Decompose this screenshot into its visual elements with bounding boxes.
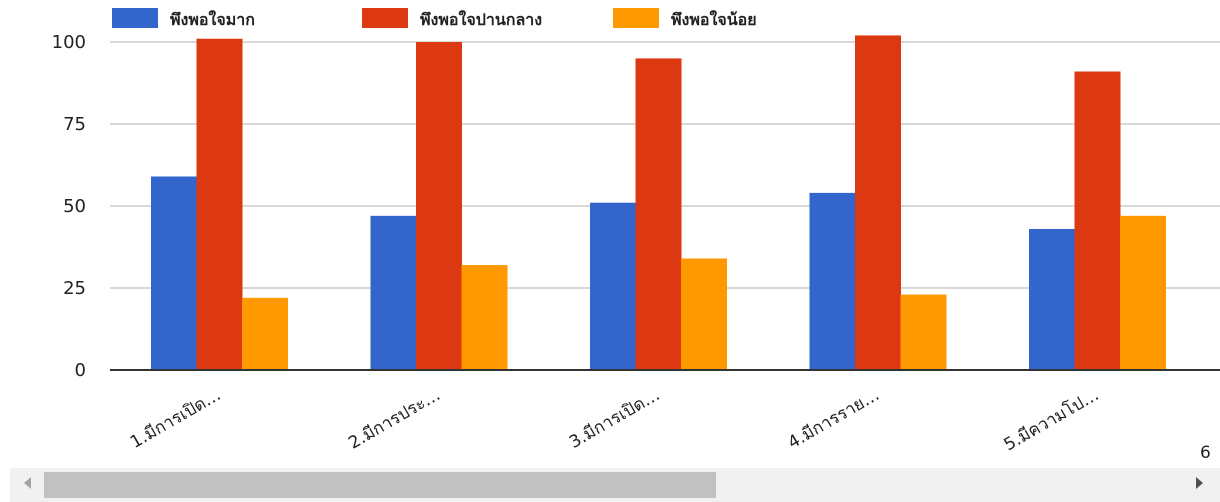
bar-3-2[interactable] bbox=[461, 265, 508, 370]
scroll-left-arrow-icon[interactable] bbox=[24, 477, 31, 489]
legend-label[interactable]: พึงพอใจมาก bbox=[170, 10, 255, 29]
bar-chart: 0 25 50 75 100 1.มีการเปิด… 2.มีการประ… 3.มีกา… bbox=[52, 8, 1220, 463]
bar-2-1[interactable] bbox=[196, 38, 243, 370]
legend-swatch[interactable] bbox=[362, 8, 408, 28]
legend[interactable]: พึงพอใจมาก พึงพอใจปานกลาง พึงพอใจน้อย bbox=[112, 8, 757, 29]
x-category-label-overflow: 6 bbox=[1200, 443, 1211, 463]
bars bbox=[151, 35, 1166, 371]
y-axis-ticks: 0 25 50 75 100 bbox=[52, 32, 86, 381]
bar-1-5[interactable] bbox=[1029, 228, 1075, 370]
x-category-label: 4.มีการราย… bbox=[785, 385, 883, 453]
y-tick-label: 25 bbox=[63, 278, 86, 299]
legend-swatch[interactable] bbox=[613, 8, 659, 28]
x-category-label: 1.มีการเปิด… bbox=[127, 385, 225, 453]
x-axis-labels: 1.มีการเปิด… 2.มีการประ… 3.มีการเปิด… 4.มีก… bbox=[127, 384, 1211, 463]
bar-3-1[interactable] bbox=[242, 297, 288, 370]
bar-1-2[interactable] bbox=[370, 215, 417, 370]
bar-2-4[interactable] bbox=[855, 35, 901, 370]
y-tick-label: 75 bbox=[63, 114, 86, 135]
bar-2-3[interactable] bbox=[635, 58, 682, 371]
x-category-label: 3.มีการเปิด… bbox=[566, 385, 664, 453]
bar-2-5[interactable] bbox=[1074, 71, 1121, 371]
bar-3-4[interactable] bbox=[900, 294, 947, 370]
bar-3-5[interactable] bbox=[1120, 215, 1166, 370]
y-tick-label: 0 bbox=[75, 360, 86, 381]
bar-1-1[interactable] bbox=[151, 176, 197, 370]
horizontal-scrollbar[interactable] bbox=[10, 468, 1220, 502]
x-category-label: 5.มีความโป… bbox=[1000, 384, 1102, 455]
scroll-right-arrow-icon[interactable] bbox=[1196, 477, 1203, 489]
bar-2-2[interactable] bbox=[416, 42, 462, 370]
scrollbar-thumb[interactable] bbox=[44, 472, 716, 498]
y-tick-label: 50 bbox=[63, 196, 86, 217]
legend-label[interactable]: พึงพอใจปานกลาง bbox=[420, 10, 542, 29]
legend-swatch[interactable] bbox=[112, 8, 158, 28]
x-category-label: 2.มีการประ… bbox=[345, 385, 444, 454]
legend-label[interactable]: พึงพอใจน้อย bbox=[671, 10, 757, 29]
bar-1-3[interactable] bbox=[590, 202, 636, 370]
bar-3-3[interactable] bbox=[681, 258, 727, 370]
y-tick-label: 100 bbox=[52, 32, 86, 53]
bar-1-4[interactable] bbox=[809, 192, 856, 370]
